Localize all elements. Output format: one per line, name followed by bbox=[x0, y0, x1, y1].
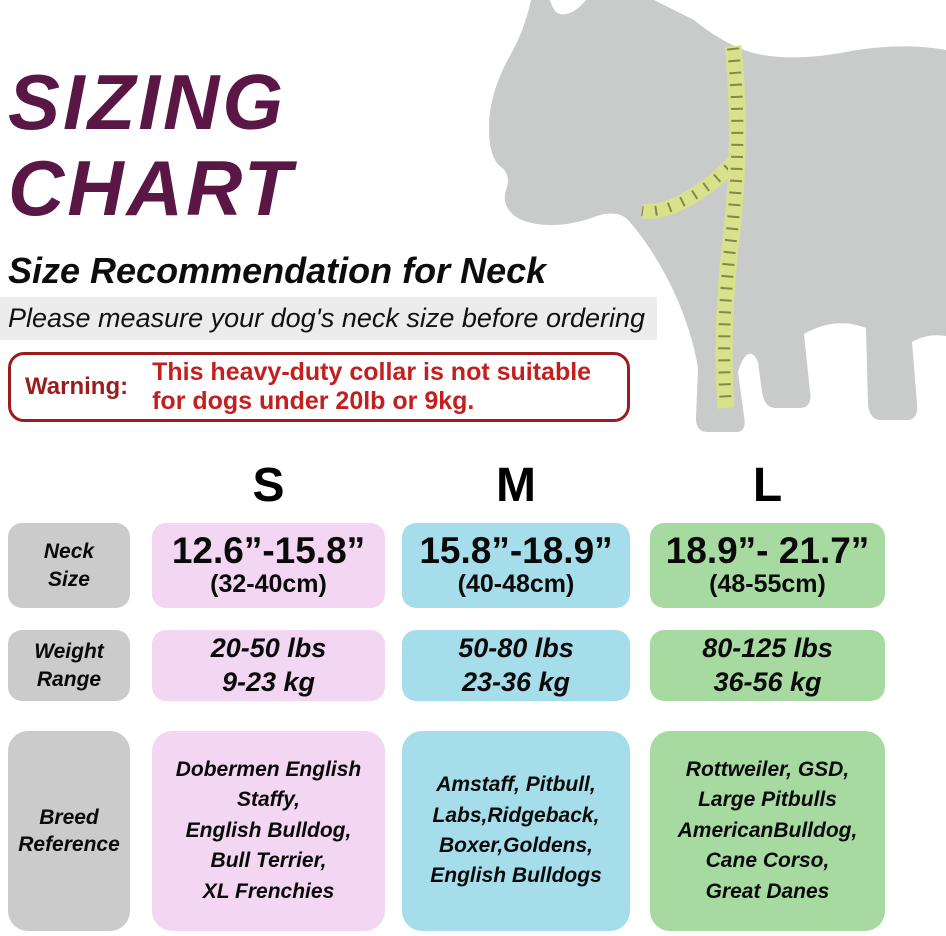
weight-m-lbs: 50-80 lbs bbox=[458, 632, 574, 663]
warning-text: This heavy-duty collar is not suitable f… bbox=[152, 358, 592, 415]
warning-box: Warning: This heavy-duty collar is not s… bbox=[8, 352, 630, 422]
page-title-line2: CHART bbox=[8, 143, 295, 232]
breed-list-m: Amstaff, Pitbull, Labs,Ridgeback, Boxer,… bbox=[430, 773, 602, 888]
column-header-s: S bbox=[252, 459, 285, 512]
measure-note: Please measure your dog's neck size befo… bbox=[0, 297, 657, 340]
neck-size-s-cm: (32-40cm) bbox=[210, 570, 327, 599]
column-header-l: L bbox=[752, 459, 783, 512]
column-header-m: M bbox=[496, 459, 536, 512]
cell-neck-size-l: 18.9”- 21.7” (48-55cm) bbox=[650, 523, 885, 608]
cell-weight-range-s: 20-50 lbs 9-23 kg bbox=[152, 630, 385, 701]
neck-size-l-cm: (48-55cm) bbox=[709, 570, 826, 599]
neck-size-m-cm: (40-48cm) bbox=[457, 570, 575, 599]
dog-silhouette-icon bbox=[489, 0, 946, 432]
neck-size-s-inches: 12.6”-15.8” bbox=[171, 530, 366, 572]
page-title-line1: SIZING bbox=[8, 58, 287, 146]
weight-s-lbs: 20-50 lbs bbox=[210, 632, 327, 663]
weight-l-lbs: 80-125 lbs bbox=[702, 632, 833, 663]
neck-size-l-inches: 18.9”- 21.7” bbox=[665, 530, 870, 572]
row-label-weight-range: Weight Range bbox=[8, 630, 130, 701]
cell-weight-range-l: 80-125 lbs 36-56 kg bbox=[650, 630, 885, 701]
cell-neck-size-s: 12.6”-15.8” (32-40cm) bbox=[152, 523, 385, 608]
cell-breed-reference-m: Amstaff, Pitbull, Labs,Ridgeback, Boxer,… bbox=[402, 731, 630, 931]
breed-list-s: Dobermen English Staffy, English Bulldog… bbox=[175, 757, 362, 903]
cell-weight-range-m: 50-80 lbs 23-36 kg bbox=[402, 630, 630, 701]
cell-breed-reference-s: Dobermen English Staffy, English Bulldog… bbox=[152, 731, 385, 931]
page-title: SIZING CHART bbox=[8, 58, 295, 232]
neck-size-m-inches: 15.8”-18.9” bbox=[419, 530, 613, 572]
cell-breed-reference-l: Rottweiler, GSD, Large Pitbulls American… bbox=[650, 731, 885, 931]
weight-l-kg: 36-56 kg bbox=[713, 666, 822, 697]
weight-m-kg: 23-36 kg bbox=[461, 666, 571, 697]
warning-label: Warning: bbox=[25, 373, 129, 400]
cell-neck-size-m: 15.8”-18.9” (40-48cm) bbox=[402, 523, 630, 608]
breed-list-l: Rottweiler, GSD, Large Pitbulls American… bbox=[677, 757, 858, 903]
row-label-breed-reference: Breed Reference bbox=[8, 731, 130, 931]
page-subtitle: Size Recommendation for Neck bbox=[8, 250, 547, 291]
row-label-neck-size: Neck Size bbox=[8, 523, 130, 608]
weight-s-kg: 9-23 kg bbox=[221, 666, 316, 697]
dog-illustration bbox=[486, 0, 946, 446]
